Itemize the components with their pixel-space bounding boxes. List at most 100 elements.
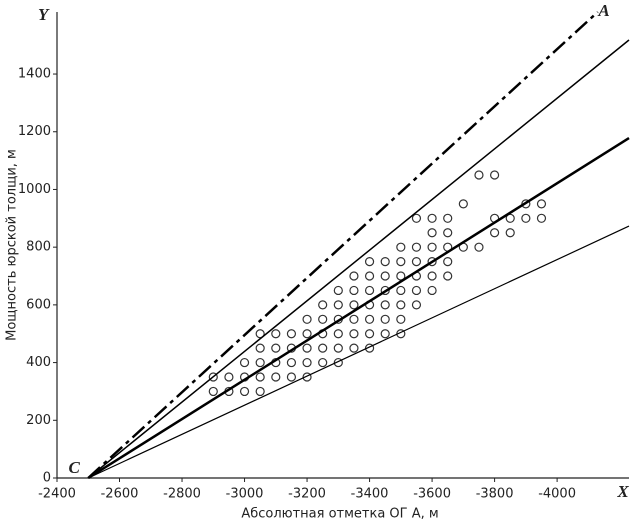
line	[87, 11, 599, 479]
point	[364, 256, 375, 267]
point	[474, 170, 484, 180]
point	[443, 271, 453, 281]
point	[255, 386, 265, 397]
point	[411, 256, 422, 267]
point	[396, 242, 406, 252]
point	[349, 329, 359, 339]
x-axis-label: Абсолютная отметка ОГ А, м	[241, 507, 438, 522]
y-tick-label: 200	[26, 413, 51, 428]
point	[521, 199, 531, 209]
x-axis-letter: X	[616, 482, 629, 501]
line	[87, 39, 630, 479]
point	[239, 357, 250, 368]
annotation: A	[597, 1, 609, 20]
point	[489, 170, 500, 180]
y-tick-label: 400	[26, 355, 51, 370]
point	[255, 372, 265, 382]
point	[364, 314, 375, 324]
point	[271, 329, 281, 339]
y-tick-label: 600	[26, 297, 51, 312]
line	[88, 225, 630, 479]
point	[208, 372, 218, 382]
x-tick-label: -3200	[288, 487, 326, 502]
point	[380, 256, 390, 267]
point	[255, 357, 265, 368]
annotation: C	[69, 458, 81, 477]
point	[349, 271, 359, 281]
x-tick-label: -3000	[226, 487, 264, 502]
y-axis-letter: Y	[38, 5, 50, 24]
point	[333, 357, 343, 368]
point	[318, 343, 328, 353]
point	[536, 213, 547, 223]
point	[474, 242, 484, 252]
point	[286, 357, 297, 368]
point	[286, 329, 297, 339]
point	[318, 300, 328, 310]
x-tick-label: -3400	[351, 487, 389, 502]
point	[380, 285, 390, 296]
point	[521, 213, 531, 223]
point	[349, 285, 359, 296]
point	[536, 199, 547, 209]
y-tick-label: 0	[43, 471, 51, 486]
y-axis-label: Мощность юрской толщи, м	[5, 149, 20, 341]
point	[411, 213, 422, 223]
point	[380, 314, 390, 324]
y-tick-label: 1400	[18, 67, 51, 82]
point	[302, 372, 312, 382]
point	[364, 285, 375, 296]
point	[333, 300, 343, 310]
point	[427, 242, 437, 252]
point	[505, 228, 515, 238]
point	[380, 300, 390, 310]
point	[255, 343, 265, 353]
y-tick-label: 800	[26, 240, 51, 255]
point	[396, 285, 406, 296]
point	[411, 242, 422, 252]
x-tick-label: -3600	[413, 487, 451, 502]
point	[489, 228, 500, 238]
point	[458, 199, 468, 209]
y-tick-label: 1200	[18, 124, 51, 139]
point	[396, 300, 406, 310]
y-tick-label: 1000	[18, 182, 51, 197]
point	[255, 329, 265, 339]
point	[396, 271, 406, 281]
point	[333, 343, 343, 353]
point	[333, 285, 343, 296]
point	[396, 314, 406, 324]
point	[302, 329, 312, 339]
point	[411, 300, 422, 310]
x-tick-label: -3800	[476, 487, 514, 502]
point	[302, 314, 312, 324]
x-tick-label: -2600	[101, 487, 139, 502]
point	[271, 372, 281, 382]
point	[396, 256, 406, 267]
point	[443, 256, 453, 267]
point	[239, 386, 250, 397]
point	[380, 329, 390, 339]
point	[380, 271, 390, 281]
point	[427, 228, 437, 238]
point	[411, 285, 422, 296]
point	[443, 228, 453, 238]
point	[364, 343, 375, 353]
point	[349, 343, 359, 353]
point	[505, 213, 515, 223]
point	[333, 329, 343, 339]
point	[302, 357, 312, 368]
x-tick-label: -2800	[163, 487, 201, 502]
point	[443, 213, 453, 223]
point	[208, 386, 218, 397]
point	[364, 271, 375, 281]
point	[427, 285, 437, 296]
point	[349, 300, 359, 310]
point	[271, 343, 281, 353]
point	[364, 329, 375, 339]
x-tick-label: -4000	[538, 487, 576, 502]
point	[427, 256, 437, 267]
point	[427, 213, 437, 223]
point	[224, 372, 234, 382]
